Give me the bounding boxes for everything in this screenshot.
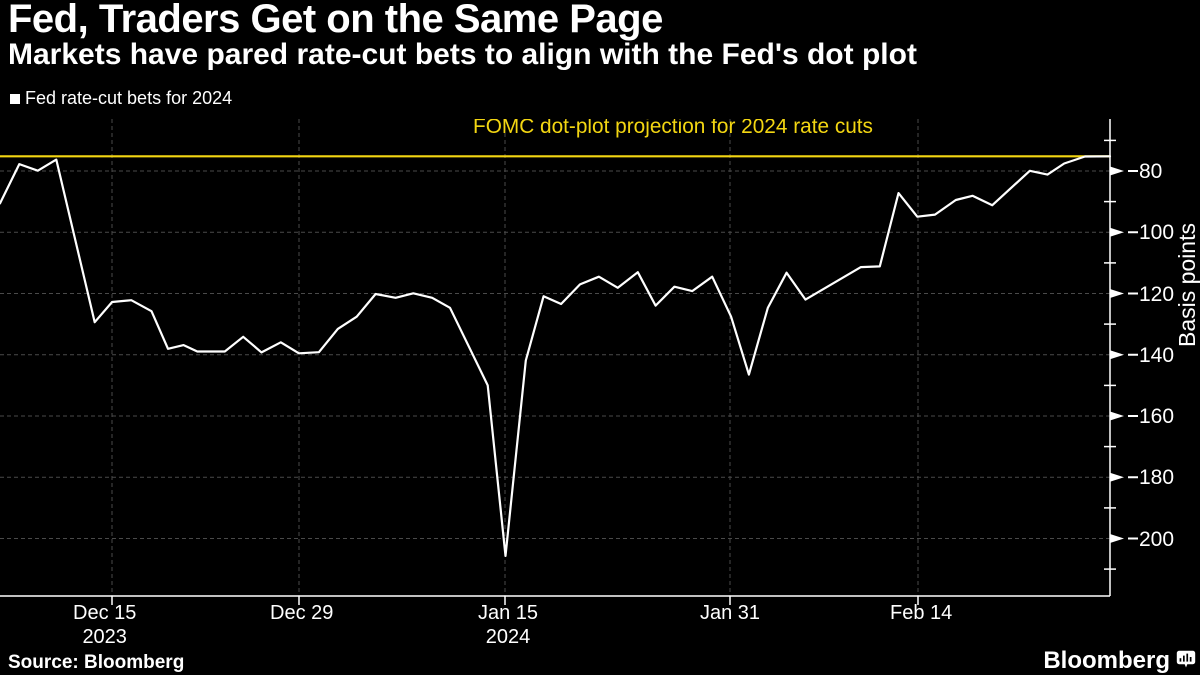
svg-text:FOMC dot-plot projection for 2: FOMC dot-plot projection for 2024 rate c… — [473, 119, 873, 138]
